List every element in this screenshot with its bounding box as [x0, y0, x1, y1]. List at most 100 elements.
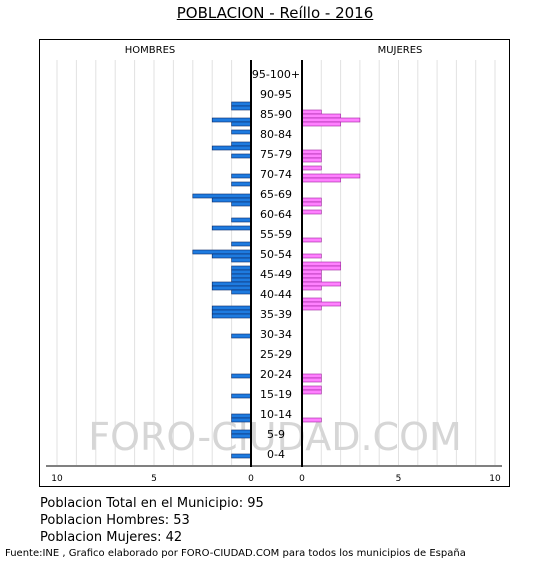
bar-hombres [231, 105, 252, 111]
bar-hombres [211, 313, 252, 319]
bar-hombres [231, 453, 252, 459]
bar-hombres [211, 309, 252, 315]
bar-mujeres [301, 377, 322, 383]
bar-mujeres [301, 285, 322, 291]
bar-mujeres [301, 265, 341, 271]
bar-mujeres [301, 237, 322, 243]
bar-hombres [211, 285, 252, 291]
bar-mujeres [301, 209, 322, 215]
age-group-label: 85-90 [260, 108, 292, 121]
age-group-label: 70-74 [260, 168, 292, 181]
bar-hombres [192, 193, 252, 199]
age-group-label: 45-49 [260, 268, 292, 281]
bar-hombres [231, 181, 252, 187]
bar-mujeres [301, 149, 322, 155]
age-group-label: 75-79 [260, 148, 292, 161]
bar-hombres [211, 281, 252, 287]
bar-mujeres [301, 109, 322, 115]
bar-mujeres [301, 261, 341, 267]
bar-hombres [231, 289, 252, 295]
stat-hombres: Poblacion Hombres: 53 [40, 513, 190, 528]
bar-mujeres [301, 305, 322, 311]
bar-hombres [231, 121, 252, 127]
x-tick-label: 10 [489, 474, 501, 484]
bar-mujeres [301, 173, 361, 179]
age-group-label: 95-100+ [252, 68, 300, 81]
age-group-label: 40-44 [260, 288, 292, 301]
bar-hombres [231, 257, 252, 263]
bar-mujeres [301, 153, 322, 159]
bar-mujeres [301, 385, 322, 391]
bar-hombres [231, 413, 252, 419]
age-group-label: 90-95 [260, 88, 292, 101]
stat-total: Poblacion Total en el Municipio: 95 [40, 496, 264, 511]
bar-hombres [231, 269, 252, 275]
bar-hombres [231, 273, 252, 279]
bar-hombres [231, 333, 252, 339]
x-tick-label: 5 [151, 474, 157, 484]
bar-hombres [211, 305, 252, 311]
bar-mujeres [301, 157, 322, 163]
bar-mujeres [301, 277, 322, 283]
bar-hombres [231, 417, 252, 423]
age-group-label: 0-4 [267, 448, 285, 461]
x-tick-label: 0 [248, 474, 254, 484]
bar-hombres [231, 277, 252, 283]
x-tick-label: 5 [396, 474, 402, 484]
bar-mujeres [301, 165, 322, 171]
age-group-label: 20-24 [260, 368, 292, 381]
bar-hombres [211, 145, 252, 151]
bar-mujeres [301, 297, 322, 303]
age-group-label: 15-19 [260, 388, 292, 401]
x-tick-label: 10 [51, 474, 63, 484]
label-mujeres: MUJERES [378, 45, 423, 56]
age-group-label: 5-9 [267, 428, 285, 441]
bar-mujeres [301, 389, 322, 395]
age-group-label: 25-29 [260, 348, 292, 361]
bar-hombres [192, 249, 252, 255]
bar-hombres [211, 253, 252, 259]
age-group-label: 80-84 [260, 128, 292, 141]
bar-hombres [211, 117, 252, 123]
bar-mujeres [301, 417, 322, 423]
bar-hombres [231, 173, 252, 179]
age-group-label: 55-59 [260, 228, 292, 241]
bar-mujeres [301, 197, 322, 203]
bar-mujeres [301, 121, 341, 127]
age-group-label: 10-14 [260, 408, 292, 421]
age-group-label: 50-54 [260, 248, 292, 261]
bar-mujeres [301, 373, 322, 379]
bar-hombres [231, 393, 252, 399]
age-group-label: 60-64 [260, 208, 292, 221]
chart-frame: FORO-CIUDAD.COM HOMBRES MUJERES 95-100+ 90-9… [39, 39, 510, 487]
bar-hombres [231, 141, 252, 147]
bar-hombres [211, 225, 252, 231]
bar-hombres [211, 197, 252, 203]
age-group-label: 30-34 [260, 328, 292, 341]
age-group-label: 35-39 [260, 308, 292, 321]
bar-hombres [231, 433, 252, 439]
bar-mujeres [301, 113, 341, 119]
bar-mujeres [301, 117, 361, 123]
bar-mujeres [301, 301, 341, 307]
population-pyramid: FORO-CIUDAD.COM HOMBRES MUJERES 95-100+ 90-9… [46, 45, 502, 484]
bar-hombres [231, 153, 252, 159]
bar-mujeres [301, 281, 341, 287]
bar-hombres [231, 265, 252, 271]
bar-hombres [231, 129, 252, 135]
age-group-label: 65-69 [260, 188, 292, 201]
bar-hombres [231, 217, 252, 223]
bar-mujeres [301, 253, 322, 259]
bar-hombres [231, 373, 252, 379]
source-note: Fuente:INE , Grafico elaborado por FORO-… [5, 548, 466, 559]
bar-hombres [231, 101, 252, 107]
label-hombres: HOMBRES [125, 45, 176, 56]
bar-hombres [231, 429, 252, 435]
bar-hombres [231, 241, 252, 247]
stat-mujeres: Poblacion Mujeres: 42 [40, 530, 183, 545]
chart-title: POBLACION - Reíllo - 2016 [176, 4, 374, 22]
bar-mujeres [301, 269, 322, 275]
bar-hombres [231, 201, 252, 207]
bar-mujeres [301, 201, 322, 207]
bar-mujeres [301, 273, 322, 279]
